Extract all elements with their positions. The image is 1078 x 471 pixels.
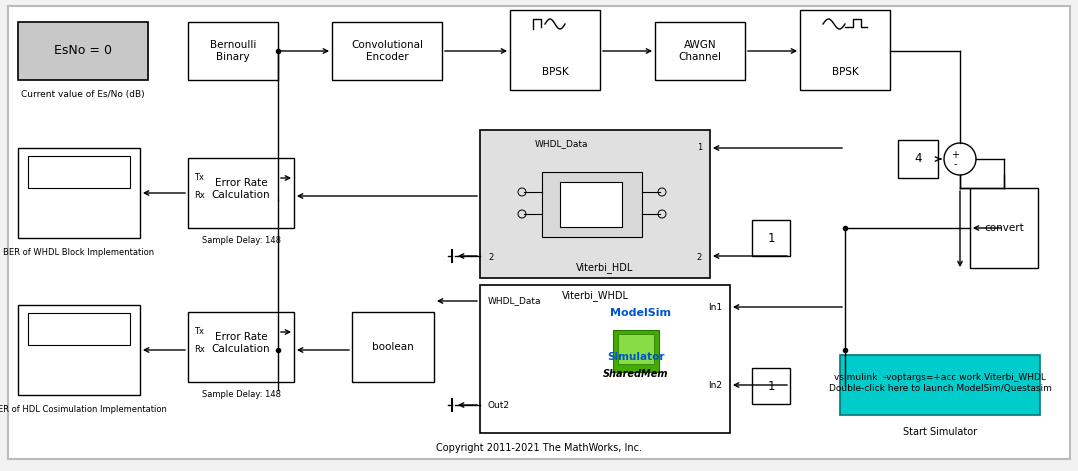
Text: Rx: Rx — [194, 192, 205, 201]
Text: AWGN
Channel: AWGN Channel — [678, 40, 721, 62]
Text: Tx: Tx — [194, 327, 204, 336]
Text: 1: 1 — [768, 232, 775, 244]
Bar — [18, 148, 140, 238]
Bar — [618, 334, 654, 364]
Bar — [840, 355, 1040, 415]
Text: Convolutional
Encoder: Convolutional Encoder — [351, 40, 423, 62]
Text: Out2: Out2 — [488, 400, 510, 409]
Text: In1: In1 — [708, 302, 722, 311]
Text: Copyright 2011-2021 The MathWorks, Inc.: Copyright 2011-2021 The MathWorks, Inc. — [436, 443, 642, 453]
Text: BPSK: BPSK — [541, 67, 568, 77]
Text: Rx: Rx — [194, 346, 205, 355]
Bar — [613, 330, 659, 372]
Text: WHDL_Data: WHDL_Data — [488, 297, 541, 306]
Text: vsimulink  -voptargs=+acc work.Viterbi_WHDL
Double-click here to launch ModelSim: vsimulink -voptargs=+acc work.Viterbi_WH… — [829, 374, 1051, 393]
Text: BER of WHDL Block Implementation: BER of WHDL Block Implementation — [3, 248, 154, 257]
Text: Viterbi_HDL: Viterbi_HDL — [577, 262, 634, 273]
Text: 1: 1 — [696, 144, 702, 153]
Bar — [188, 22, 278, 80]
Text: ModelSim: ModelSim — [610, 308, 671, 318]
Bar — [970, 188, 1038, 268]
Bar — [353, 312, 434, 382]
Bar — [28, 156, 130, 188]
Bar — [559, 182, 622, 227]
Text: Error Rate
Calculation: Error Rate Calculation — [211, 178, 271, 200]
Text: SharedMem: SharedMem — [604, 369, 668, 379]
Text: In2: In2 — [708, 381, 722, 390]
Bar — [18, 305, 140, 395]
Text: WHDL_Data: WHDL_Data — [535, 139, 589, 148]
Bar — [542, 172, 642, 237]
Bar — [655, 22, 745, 80]
Text: Bernoulli
Binary: Bernoulli Binary — [210, 40, 257, 62]
Text: 1: 1 — [768, 380, 775, 392]
Bar — [28, 313, 130, 345]
Text: 2: 2 — [696, 253, 702, 262]
Text: Start Simulator: Start Simulator — [903, 427, 977, 437]
Bar — [188, 312, 294, 382]
Bar — [752, 220, 790, 256]
Text: -: - — [953, 159, 957, 169]
Bar — [480, 285, 730, 433]
Bar — [332, 22, 442, 80]
Bar — [510, 10, 600, 90]
Text: Sample Delay: 148: Sample Delay: 148 — [202, 236, 280, 245]
Text: Sample Delay: 148: Sample Delay: 148 — [202, 390, 280, 399]
Bar — [800, 10, 890, 90]
Bar — [480, 130, 710, 278]
Bar — [188, 158, 294, 228]
Text: BER of HDL Cosimulation Implementation: BER of HDL Cosimulation Implementation — [0, 405, 166, 414]
Text: Simulator: Simulator — [607, 352, 665, 362]
Text: Current value of Es/No (dB): Current value of Es/No (dB) — [22, 90, 144, 99]
Text: convert: convert — [984, 223, 1024, 233]
Text: Error Rate
Calculation: Error Rate Calculation — [211, 332, 271, 354]
Text: EsNo = 0: EsNo = 0 — [54, 44, 112, 57]
Text: +: + — [951, 150, 959, 160]
Text: Viterbi_WHDL: Viterbi_WHDL — [562, 290, 628, 301]
Bar — [18, 22, 148, 80]
Bar — [752, 368, 790, 404]
Bar — [898, 140, 938, 178]
Text: 2: 2 — [488, 253, 494, 262]
Text: BPSK: BPSK — [831, 67, 858, 77]
Text: boolean: boolean — [372, 342, 414, 352]
Text: Tx: Tx — [194, 173, 204, 182]
Text: 4: 4 — [914, 153, 922, 165]
